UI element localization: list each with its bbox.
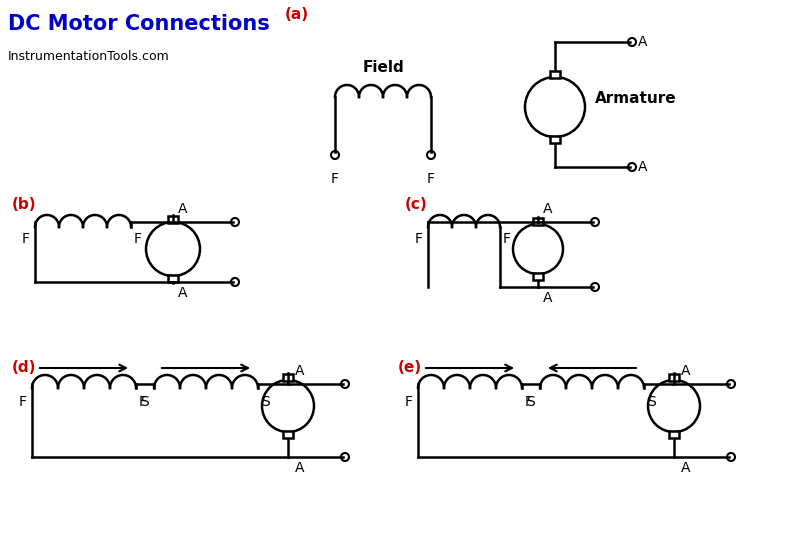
FancyBboxPatch shape — [669, 374, 679, 381]
Text: DC Motor Connections: DC Motor Connections — [8, 14, 270, 34]
Text: A: A — [681, 461, 690, 475]
Circle shape — [591, 283, 599, 291]
Text: F: F — [331, 172, 339, 186]
Text: (c): (c) — [405, 197, 428, 212]
FancyBboxPatch shape — [550, 71, 560, 78]
Text: F: F — [525, 395, 533, 409]
Text: F: F — [415, 232, 423, 246]
Text: A: A — [638, 160, 648, 174]
Text: F: F — [139, 395, 147, 409]
Text: F: F — [22, 232, 30, 246]
Text: F: F — [427, 172, 435, 186]
Circle shape — [628, 38, 636, 46]
Text: (d): (d) — [12, 360, 36, 375]
Text: F: F — [19, 395, 27, 409]
Text: A: A — [543, 202, 552, 216]
FancyBboxPatch shape — [533, 218, 543, 225]
FancyBboxPatch shape — [550, 136, 560, 143]
Text: A: A — [638, 35, 648, 49]
Text: A: A — [295, 461, 305, 475]
FancyBboxPatch shape — [533, 273, 543, 280]
Text: F: F — [503, 232, 511, 246]
Text: A: A — [681, 364, 690, 378]
Text: (b): (b) — [12, 197, 37, 212]
Text: A: A — [543, 291, 552, 305]
Text: S: S — [140, 395, 149, 409]
Text: A: A — [295, 364, 305, 378]
Text: Armature: Armature — [595, 92, 677, 107]
Circle shape — [331, 151, 339, 159]
Text: (a): (a) — [285, 7, 309, 22]
Text: A: A — [178, 202, 187, 216]
Text: S: S — [261, 395, 270, 409]
FancyBboxPatch shape — [669, 431, 679, 438]
Text: F: F — [134, 232, 142, 246]
FancyBboxPatch shape — [168, 275, 178, 282]
Circle shape — [231, 218, 239, 226]
Text: InstrumentationTools.com: InstrumentationTools.com — [8, 50, 170, 63]
Text: F: F — [405, 395, 413, 409]
Circle shape — [427, 151, 435, 159]
Circle shape — [591, 218, 599, 226]
Circle shape — [727, 453, 735, 461]
FancyBboxPatch shape — [283, 374, 293, 381]
Text: S: S — [527, 395, 535, 409]
Text: A: A — [178, 286, 187, 300]
Text: (e): (e) — [398, 360, 422, 375]
Text: S: S — [647, 395, 656, 409]
Circle shape — [727, 380, 735, 388]
Circle shape — [341, 453, 349, 461]
Text: Field: Field — [362, 60, 404, 75]
Circle shape — [341, 380, 349, 388]
Circle shape — [628, 163, 636, 171]
FancyBboxPatch shape — [168, 216, 178, 223]
Circle shape — [231, 278, 239, 286]
FancyBboxPatch shape — [283, 431, 293, 438]
